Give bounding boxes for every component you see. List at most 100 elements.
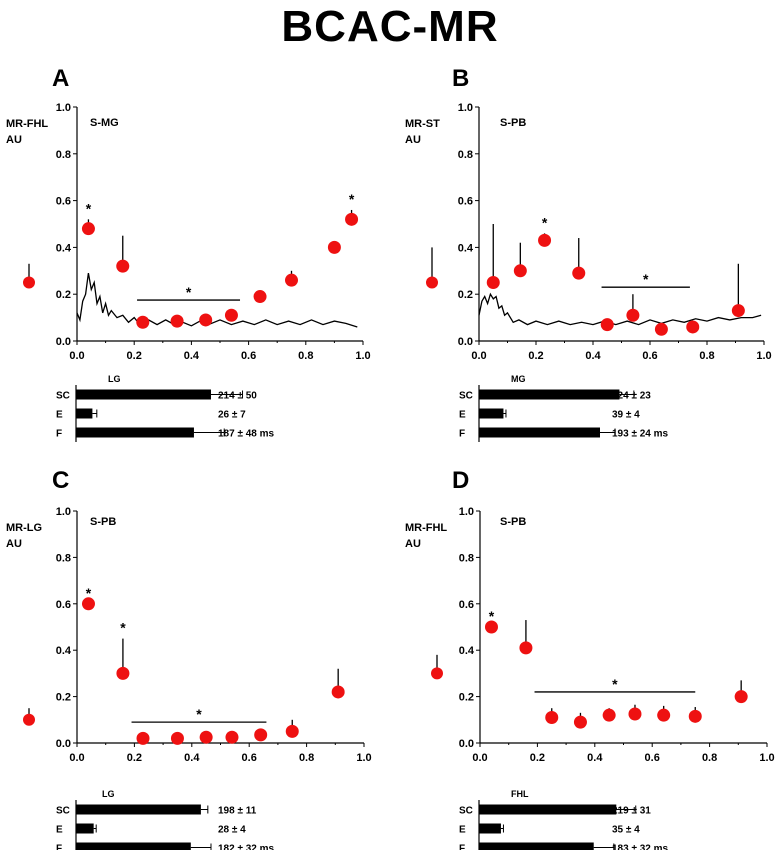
panel-c-inset-value: 28 ± 4 bbox=[218, 825, 246, 836]
panel-a-inset-row-label: E bbox=[56, 410, 63, 421]
panel-d-y-tick-label: 0.2 bbox=[459, 692, 474, 704]
panel-c-y-tick-label: 0.6 bbox=[56, 599, 71, 611]
panel-c-y-tick-label: 1.0 bbox=[56, 506, 71, 518]
panel-a-data-point bbox=[224, 308, 238, 322]
panel-d-data-point bbox=[688, 709, 702, 723]
panel-a-x-tick-label: 0.4 bbox=[184, 350, 200, 362]
panel-c-inset-label: LG bbox=[102, 789, 115, 799]
panel-b-data-point bbox=[600, 318, 614, 332]
panel-a-inner-label: S-MG bbox=[90, 117, 119, 129]
panel-d-inset-value: 219 ± 31 bbox=[612, 806, 651, 817]
panel-a-y-tick-label: 0.8 bbox=[56, 149, 71, 161]
panel-d-data-point bbox=[602, 708, 616, 722]
panel-c-x-tick-label: 1.0 bbox=[356, 752, 371, 764]
panel-c-data-point bbox=[170, 731, 184, 745]
panel-d-y-tick-label: 0.8 bbox=[459, 552, 474, 564]
panel-d-y-tick-label: 0.0 bbox=[459, 738, 474, 750]
panel-a-y-tick-label: 0.4 bbox=[56, 242, 72, 254]
panel-c-y-tick-label: 0.0 bbox=[56, 738, 71, 750]
panel-b-inset-value: 193 ± 24 ms bbox=[612, 429, 669, 440]
panel-c-data-point bbox=[254, 728, 268, 742]
panel-a-inset-value: 26 ± 7 bbox=[218, 410, 246, 421]
panel-c-data-point bbox=[199, 730, 213, 744]
panel-b-y-tick-label: 0.0 bbox=[458, 336, 473, 348]
panel-d-x-tick-label: 0.0 bbox=[472, 752, 487, 764]
panel-a-ylabel-line: AU bbox=[6, 134, 22, 146]
panel-a-x-tick-label: 1.0 bbox=[355, 350, 370, 362]
panel-d-inner-label: S-PB bbox=[500, 516, 526, 528]
panel-b-letter: B bbox=[452, 65, 469, 92]
panel-d-y-tick-label: 1.0 bbox=[459, 506, 474, 518]
panel-a-inset-row-label: SC bbox=[56, 391, 70, 402]
panel-b-inset-bar bbox=[479, 408, 504, 419]
panel-a-data-point bbox=[285, 273, 298, 287]
panel-a-x-tick-label: 0.8 bbox=[298, 350, 313, 362]
panel-b-data-point bbox=[731, 304, 745, 318]
panel-d-letter: D bbox=[452, 467, 469, 494]
panel-b-x-tick-label: 0.6 bbox=[642, 350, 657, 362]
panel-c-y-tick-label: 0.2 bbox=[56, 692, 71, 704]
panel-d-data-point bbox=[657, 708, 671, 722]
panel-c-data-point bbox=[116, 666, 130, 680]
panel-d-y-tick-label: 0.4 bbox=[459, 645, 475, 657]
panel-d-point-star: * bbox=[489, 608, 495, 624]
panel-a-mr-trace bbox=[76, 272, 358, 328]
panel-c-significance-star: * bbox=[196, 706, 202, 722]
panel-c-y-tick-label: 0.4 bbox=[56, 645, 72, 657]
panel-a-inset-row-label: F bbox=[56, 429, 62, 440]
panel-c-ylabel-line: AU bbox=[6, 538, 22, 550]
panel-b-x-tick-label: 0.4 bbox=[585, 350, 601, 362]
panel-d-inset-row-label: E bbox=[459, 825, 466, 836]
panel-a-inset-bar bbox=[76, 389, 211, 400]
panel-c-inset-row-label: E bbox=[56, 825, 63, 836]
panel-b-inset-row-label: SC bbox=[459, 391, 473, 402]
panel-b-y-tick-label: 0.8 bbox=[458, 149, 473, 161]
panel-b-mr-trace bbox=[478, 292, 762, 326]
panel-b-x-tick-label: 0.2 bbox=[528, 350, 543, 362]
panel-d-significance-star: * bbox=[612, 676, 618, 692]
panel-a-x-tick-label: 0.2 bbox=[127, 350, 142, 362]
panel-d-y-tick-label: 0.6 bbox=[459, 599, 474, 611]
panel-a-y-tick-label: 0.6 bbox=[56, 196, 71, 208]
panel-c-inset-value: 182 ± 32 ms bbox=[218, 844, 275, 850]
panel-c-baseline-dot bbox=[23, 713, 35, 726]
panel-c-point-star: * bbox=[86, 585, 92, 601]
panel-d-x-tick-label: 0.4 bbox=[587, 752, 603, 764]
panel-a-data-point bbox=[170, 314, 184, 328]
panel-a-y-tick-label: 0.2 bbox=[56, 289, 71, 301]
panel-d-data-point bbox=[734, 690, 748, 704]
panel-c-y-tick-label: 0.8 bbox=[56, 552, 71, 564]
panel-c-x-tick-label: 0.6 bbox=[242, 752, 257, 764]
panel-d-data-point bbox=[628, 707, 642, 721]
panel-b-data-point bbox=[626, 308, 640, 322]
panel-a-x-tick-label: 0.0 bbox=[69, 350, 84, 362]
panel-c-data-point bbox=[285, 724, 299, 738]
panel-d-inset-bar bbox=[479, 842, 594, 850]
panel-a-baseline-dot bbox=[23, 276, 35, 289]
panel-b-x-tick-label: 0.0 bbox=[471, 350, 486, 362]
panel-c-x-tick-label: 0.4 bbox=[184, 752, 200, 764]
panel-d-x-tick-label: 0.2 bbox=[530, 752, 545, 764]
panel-b-data-point bbox=[686, 320, 700, 334]
panel-a-letter: A bbox=[52, 65, 69, 92]
panel-a-inset-value: 214 ± 50 bbox=[218, 391, 257, 402]
panel-c-x-tick-label: 0.0 bbox=[69, 752, 84, 764]
panel-b-inner-label: S-PB bbox=[500, 117, 526, 129]
panel-a-y-tick-label: 0.0 bbox=[56, 336, 71, 348]
panel-b-inset-value: 39 ± 4 bbox=[612, 410, 640, 421]
panel-b-x-tick-label: 0.8 bbox=[699, 350, 714, 362]
panel-b-x-tick-label: 1.0 bbox=[756, 350, 771, 362]
panel-b-data-point bbox=[486, 276, 500, 289]
panel-a-y-tick-label: 1.0 bbox=[56, 102, 71, 114]
panel-d-inset-row-label: F bbox=[459, 844, 465, 850]
panel-b-point-star: * bbox=[542, 214, 548, 230]
panel-a-data-point bbox=[116, 259, 130, 273]
panel-c-inset-row-label: SC bbox=[56, 806, 70, 817]
panel-a-data-point bbox=[327, 240, 341, 254]
panel-c-inset-row-label: F bbox=[56, 844, 62, 850]
panel-a-x-tick-label: 0.6 bbox=[241, 350, 256, 362]
panel-c-inset-value: 198 ± 11 bbox=[218, 806, 257, 817]
panel-d-data-point bbox=[484, 620, 498, 634]
